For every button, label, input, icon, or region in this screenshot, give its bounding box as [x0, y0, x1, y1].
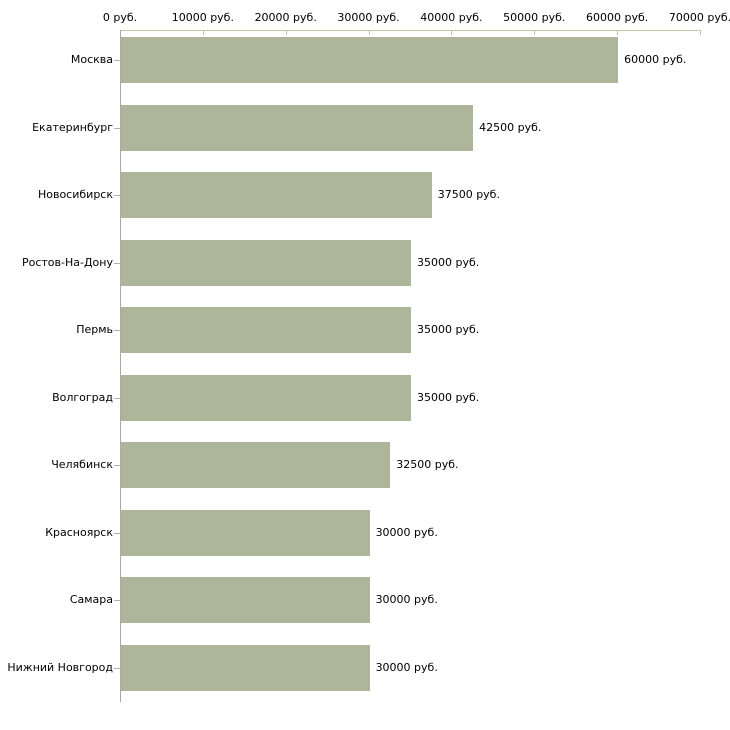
- bar-value-label: 32500 руб.: [396, 458, 459, 471]
- category-tick-mark: [114, 667, 120, 669]
- x-axis-tick-mark: [617, 30, 619, 35]
- category-tick-mark: [114, 262, 120, 264]
- category-label: Ростов-На-Дону: [21, 255, 113, 269]
- bar-value-label: 35000 руб.: [417, 390, 480, 404]
- x-axis-line: [120, 30, 701, 31]
- category-label: Новосибирск: [37, 188, 113, 201]
- bar-value-label: 35000 руб.: [417, 323, 480, 336]
- bar: [121, 374, 411, 421]
- x-axis-tick-label: 10000 руб.: [171, 11, 234, 24]
- bar-value-label: 30000 руб.: [375, 593, 438, 606]
- category-label: Нижний Новгород: [7, 660, 113, 674]
- x-axis-tick-mark: [368, 30, 370, 35]
- category-tick-mark: [114, 60, 120, 61]
- category-label: Пермь: [76, 323, 113, 336]
- bar: [121, 239, 411, 286]
- category-tick-mark: [114, 195, 120, 196]
- x-axis-tick-mark: [285, 30, 287, 35]
- category-tick-mark: [114, 465, 120, 466]
- category-label: Екатеринбург: [32, 120, 113, 134]
- y-axis-line: [120, 30, 121, 702]
- category-tick-mark: [114, 127, 120, 129]
- bar-value-label: 42500 руб.: [479, 120, 542, 134]
- x-axis-tick-mark: [534, 30, 536, 35]
- bar-value-label: 30000 руб.: [375, 660, 438, 674]
- category-tick-mark: [114, 330, 120, 331]
- bar: [121, 442, 391, 488]
- bar-value-label: 37500 руб.: [437, 188, 500, 201]
- category-label: Челябинск: [51, 458, 113, 471]
- category-label: Волгоград: [52, 390, 113, 404]
- bar: [121, 37, 619, 83]
- category-label: Самара: [69, 593, 113, 606]
- x-axis-tick-mark: [700, 30, 701, 35]
- bar: [121, 307, 411, 353]
- bar: [121, 577, 370, 623]
- x-axis-tick-label: 50000 руб.: [503, 11, 566, 24]
- x-axis-tick-mark: [451, 30, 453, 35]
- bar-value-label: 30000 руб.: [375, 525, 438, 539]
- x-axis-tick-mark: [202, 30, 204, 35]
- category-tick-mark: [114, 600, 120, 601]
- x-axis-tick-label: 20000 руб.: [254, 11, 317, 24]
- bar: [121, 172, 432, 218]
- x-axis-tick-label: 0 руб.: [102, 11, 138, 24]
- bar: [121, 644, 370, 691]
- bar: [121, 509, 370, 556]
- x-axis-tick-label: 40000 руб.: [420, 11, 483, 24]
- bar: [121, 104, 474, 151]
- x-axis-tick-label: 70000 руб.: [668, 11, 730, 24]
- category-tick-mark: [114, 397, 120, 399]
- bar-value-label: 35000 руб.: [417, 255, 480, 269]
- bar-value-label: 60000 руб.: [624, 53, 687, 66]
- x-axis-tick-label: 30000 руб.: [337, 11, 400, 24]
- category-label: Москва: [70, 53, 113, 66]
- category-tick-mark: [114, 532, 120, 534]
- x-axis-tick-label: 60000 руб.: [586, 11, 649, 24]
- category-label: Красноярск: [45, 525, 113, 539]
